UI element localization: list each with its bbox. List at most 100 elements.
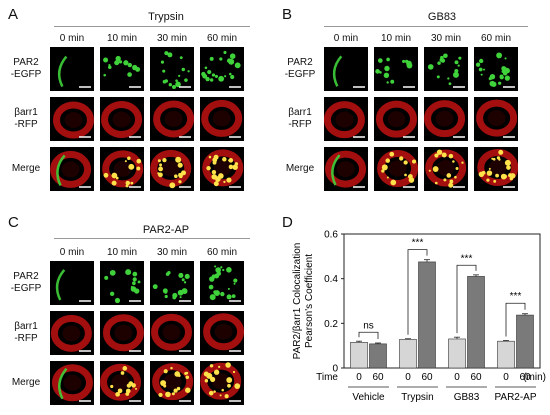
micrograph-barr [150,311,194,355]
significance-label: *** [461,253,473,264]
bar-trypsin-0 [399,339,417,369]
panel-letter-c: C [8,214,19,231]
micrograph-merge [150,147,194,191]
micrograph-barr [324,97,368,141]
row-label-par2: PAR2 -EGFP [10,57,42,80]
time-label: 30 min [156,247,187,258]
y-tick-label: 0.4 [324,274,338,285]
y-axis-label: Pearson's Coefficient [304,254,315,348]
time-tick-label: 0 [405,372,411,383]
time-label: 10 min [106,247,137,258]
micrograph-merge [200,147,244,191]
micrograph-par2 [50,261,94,305]
micrograph-par2 [324,47,368,91]
micrograph-par2 [100,261,144,305]
time-tick-label: 60 [372,372,384,383]
micrograph-barr [100,311,144,355]
y-tick-label: 0 [332,364,338,375]
micrograph-barr [200,311,244,355]
significance-label: *** [510,291,522,302]
time-label: 0 min [59,247,85,258]
micrograph-par2 [50,47,94,91]
micrograph-par2 [374,47,418,91]
micrograph-merge [100,361,144,405]
micrograph-merge [474,147,518,191]
micrograph-merge [50,147,94,191]
bar-vehicle-60 [369,343,387,369]
time-label: 60 min [206,33,237,44]
significance-bracket [505,302,526,337]
micrograph-barr [200,97,244,141]
bar-par2-ap-60 [516,314,534,369]
bar-gb83-60 [467,276,485,369]
time-tick-label: 0 [356,372,362,383]
panel-letter-d: D [282,214,293,231]
time-axis-label: Time [316,372,338,383]
time-tick-label: 0 [454,372,460,383]
bar-par2-ap-0 [497,340,515,369]
significance-label: ns [363,320,374,331]
micrograph-par2 [424,47,468,91]
micrograph-par2 [150,261,194,305]
time-label: 30 min [156,33,187,44]
time-label: 30 min [430,33,461,44]
bar-trypsin-60 [418,261,436,369]
y-tick-label: 0.2 [324,319,338,330]
time-tick-label: 60 [470,372,482,383]
row-label-merge: Merge [11,163,41,174]
micrograph-merge [374,147,418,191]
time-unit-label: (min) [523,372,546,383]
micrograph-barr [150,97,194,141]
time-label: 60 min [480,33,511,44]
group-label: Vehicle [352,392,385,403]
group-label: GB83 [454,392,480,403]
row-label-barr: βarr1 -RFP [14,107,38,130]
micrograph-par2 [100,47,144,91]
micrograph-merge [200,361,244,405]
time-tick-label: 60 [421,372,433,383]
significance-bracket [358,331,379,339]
micrograph-merge [424,147,468,191]
micrograph-merge [50,361,94,405]
micrograph-barr [50,311,94,355]
colocalization-bar-chart: 0 0.2 0.4 0.6 PAR2/βarr1 Colocalization Pears… [292,230,546,404]
row-label-merge: Merge [11,377,41,388]
bar-gb83-0 [448,338,466,369]
micrograph-barr [100,97,144,141]
micrograph-barr [374,97,418,141]
time-label: 10 min [380,33,411,44]
time-label: 10 min [106,33,137,44]
time-tick-label: 60 [519,372,531,383]
micrograph-merge [324,147,368,191]
micrograph-merge [100,147,144,191]
panel-c-condition: PAR2-AP [142,224,190,236]
y-tick-label: 0.6 [324,230,338,241]
significance-bracket [407,249,428,335]
micrograph-barr [474,97,518,141]
row-label-par2: PAR2 -EGFP [284,57,316,80]
group-label: Trypsin [401,392,433,403]
significance-label: *** [412,238,424,249]
row-label-par2: PAR2 -EGFP [10,271,42,294]
micrograph-par2 [150,47,194,91]
time-label: 0 min [333,33,359,44]
micrograph-barr [50,97,94,141]
time-label: 60 min [206,247,237,258]
panel-a-condition: Trypsin [148,11,184,23]
micrograph-barr [424,97,468,141]
micrograph-par2 [200,47,244,91]
micrograph-par2 [200,261,244,305]
plot-frame [343,233,541,369]
panel-letter-b: B [282,6,293,23]
row-label-barr: βarr1 -RFP [14,321,38,344]
group-label: PAR2-AP [494,392,536,403]
significance-bracket [456,264,477,334]
row-label-merge: Merge [285,163,315,174]
panel-b-condition: GB83 [427,11,457,23]
time-tick-label: 0 [503,372,509,383]
row-label-barr: βarr1 -RFP [288,107,312,130]
micrograph-merge [150,361,194,405]
micrograph-par2 [474,47,518,91]
panel-letter-a: A [8,6,19,23]
bar-vehicle-0 [350,342,368,369]
